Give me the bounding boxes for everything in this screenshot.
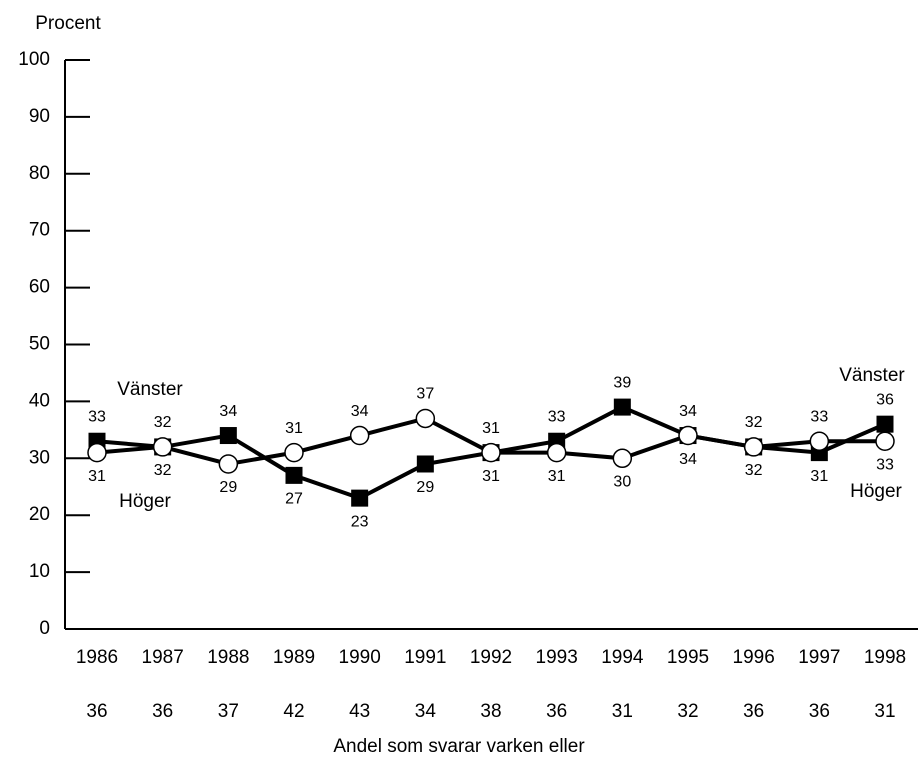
data-label: 34 [679, 403, 697, 420]
marker [416, 455, 434, 473]
x-tick-label: 1990 [339, 647, 381, 668]
x-tick-label: 1989 [273, 647, 315, 668]
data-label: 31 [810, 468, 828, 485]
x-tick-label: 1988 [207, 647, 249, 668]
data-label: 32 [154, 414, 172, 431]
x-tick-label: 1996 [733, 647, 775, 668]
marker [876, 415, 894, 433]
y-tick-label: 10 [29, 561, 50, 582]
y-tick-label: 40 [29, 390, 50, 411]
data-label: 34 [679, 451, 697, 468]
data-label: 33 [810, 408, 828, 425]
x-tick-label: 1992 [470, 647, 512, 668]
neither-value: 31 [612, 701, 633, 722]
neither-value: 36 [152, 701, 173, 722]
data-label: 31 [482, 420, 500, 437]
neither-value: 36 [86, 701, 107, 722]
x-tick-label: 1987 [142, 647, 184, 668]
data-label: 29 [416, 479, 434, 496]
y-tick-label: 20 [29, 504, 50, 525]
data-label: 27 [285, 491, 303, 508]
neither-value: 36 [743, 701, 764, 722]
marker [349, 425, 370, 446]
data-label: 31 [285, 420, 303, 437]
y-tick-label: 70 [29, 220, 50, 241]
marker [481, 442, 501, 463]
data-label: 34 [351, 403, 369, 420]
x-tick-label: 1997 [798, 647, 840, 668]
x-tick-label: 1986 [76, 647, 118, 668]
data-label: 37 [416, 386, 434, 403]
data-label: 32 [154, 462, 172, 479]
neither-value: 31 [874, 701, 895, 722]
neither-value: 36 [546, 701, 567, 722]
marker [678, 425, 698, 446]
neither-value: 37 [218, 701, 239, 722]
marker [284, 442, 304, 463]
series-label: Vänster [839, 365, 905, 386]
data-label: 32 [745, 414, 763, 431]
data-label: 31 [88, 468, 106, 485]
neither-value: 36 [809, 701, 830, 722]
data-label: 33 [548, 408, 566, 425]
neither-value: 42 [283, 701, 304, 722]
y-tick-label: 60 [29, 277, 50, 298]
marker [809, 431, 830, 451]
y-tick-label: 90 [29, 106, 50, 127]
marker [87, 442, 107, 463]
data-label: 23 [351, 513, 369, 530]
data-label: 29 [219, 479, 237, 496]
marker [351, 489, 369, 507]
marker [152, 437, 173, 457]
marker [612, 448, 633, 469]
y-tick-label: 50 [29, 334, 50, 355]
y-axis-label: Procent [35, 13, 101, 34]
neither-caption: Andel som svarar varken eller [333, 736, 585, 757]
marker [743, 437, 764, 457]
data-label: 33 [88, 408, 106, 425]
data-label: 31 [548, 468, 566, 485]
y-tick-label: 30 [29, 447, 50, 468]
data-label: 34 [219, 403, 237, 420]
series-label: Vänster [117, 379, 183, 400]
y-tick-label: 100 [18, 49, 50, 70]
data-label: 31 [482, 468, 500, 485]
neither-value: 32 [677, 701, 698, 722]
marker [613, 398, 631, 416]
neither-value: 43 [349, 701, 370, 722]
x-tick-label: 1993 [536, 647, 578, 668]
series-label: Höger [850, 481, 902, 502]
neither-value: 34 [415, 701, 437, 722]
x-tick-label: 1995 [667, 647, 709, 668]
marker [219, 427, 237, 445]
marker [875, 431, 895, 451]
data-label: 39 [613, 374, 631, 391]
y-tick-label: 80 [29, 163, 50, 184]
marker [285, 466, 303, 484]
data-label: 33 [876, 456, 894, 473]
x-tick-label: 1991 [404, 647, 446, 668]
data-label: 36 [876, 391, 894, 408]
x-tick-label: 1998 [864, 647, 906, 668]
data-label: 32 [745, 462, 763, 479]
data-label: 30 [613, 474, 631, 491]
neither-value: 38 [480, 701, 501, 722]
marker [546, 442, 567, 463]
marker [218, 454, 239, 474]
marker [415, 408, 436, 429]
x-tick-label: 1994 [601, 647, 644, 668]
y-tick-label: 0 [39, 618, 50, 639]
series-label: Höger [119, 491, 171, 512]
